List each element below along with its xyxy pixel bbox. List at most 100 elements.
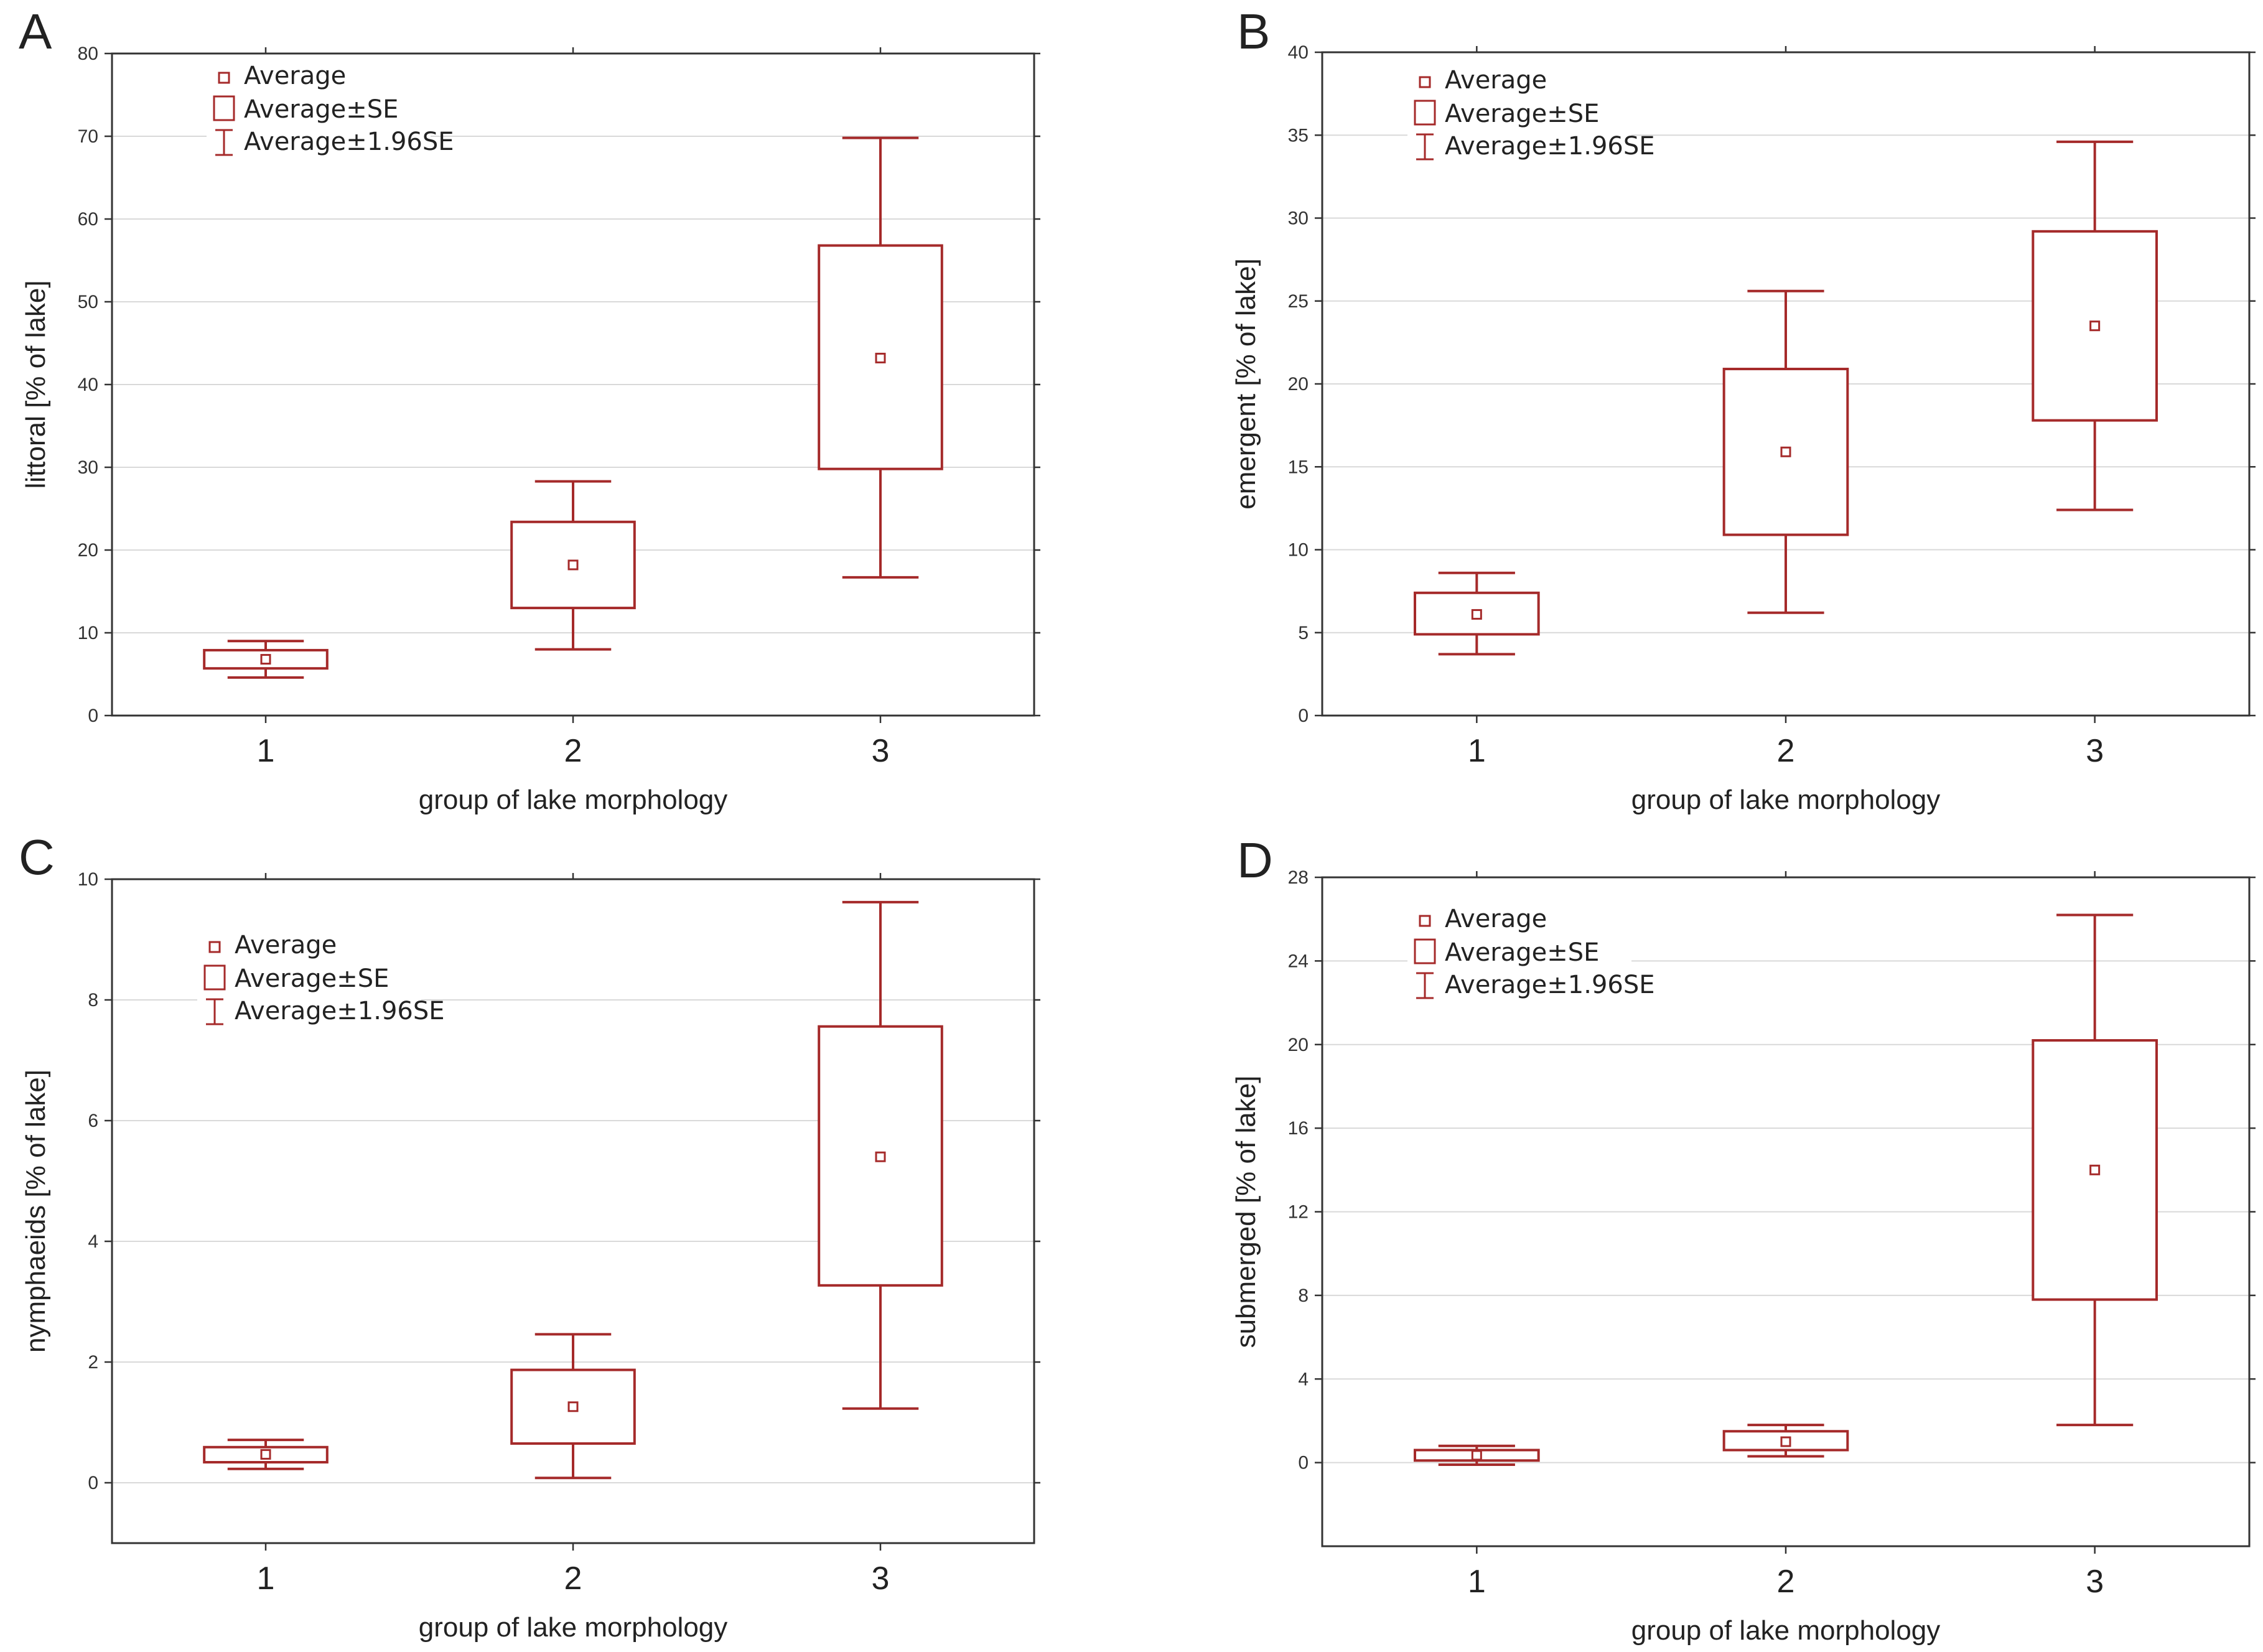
average-point xyxy=(260,1449,271,1460)
legend-se-label: Average±SE xyxy=(244,95,398,124)
y-tick-label: 20 xyxy=(78,540,98,561)
y-axis-title: submerged [% of lake] xyxy=(1231,1076,1261,1348)
y-tick-label: 60 xyxy=(78,209,98,230)
y-tick-label: 25 xyxy=(1288,291,1309,312)
x-tick-label: 2 xyxy=(1777,1564,1795,1600)
x-tick-label: 3 xyxy=(2086,1564,2104,1600)
legend-average-icon xyxy=(1419,76,1431,88)
legend-average-icon xyxy=(1419,915,1431,927)
y-tick-label: 10 xyxy=(78,623,98,643)
y-axis-title: littoral [% of lake] xyxy=(21,280,51,488)
legend-se-label: Average±SE xyxy=(235,964,389,993)
x-axis-title: group of lake morphology xyxy=(1631,1615,1941,1646)
x-tick-label: 2 xyxy=(564,1561,582,1597)
legend: Average Average±SE Average±1.96SE xyxy=(1407,902,1655,1011)
x-axis-title: group of lake morphology xyxy=(419,1612,728,1643)
average-point xyxy=(260,654,271,665)
legend-background xyxy=(207,59,431,168)
average-point xyxy=(2089,320,2101,332)
y-axis-title: nymphaeids [% of lake] xyxy=(21,1070,51,1353)
y-tick-label: 6 xyxy=(88,1111,98,1131)
average-point xyxy=(875,1151,886,1162)
y-tick-label: 0 xyxy=(88,1473,98,1493)
legend-average-icon xyxy=(208,941,221,953)
legend-background xyxy=(197,928,421,1037)
se-box xyxy=(510,520,636,610)
se-box xyxy=(1722,1430,1849,1452)
chart-panel-a: A 0 10 20 30 40 50 60 70 80 1 2 3 group of lake morph… xyxy=(19,4,1040,815)
legend-ci-label: Average±1.96SE xyxy=(244,128,454,156)
se-box xyxy=(2032,230,2158,422)
legend-average-label: Average xyxy=(1445,66,1547,95)
y-tick-label: 28 xyxy=(1288,867,1309,888)
x-tick-label: 1 xyxy=(1468,1564,1486,1600)
y-axis-title: emergent [% of lake] xyxy=(1231,258,1261,510)
x-tick-label: 1 xyxy=(257,733,275,769)
legend-average-label: Average xyxy=(1445,905,1547,933)
panel-letter: D xyxy=(1237,833,1273,888)
legend-background xyxy=(1407,63,1631,172)
x-tick-label: 2 xyxy=(1777,733,1795,769)
panel-letter: B xyxy=(1237,4,1270,59)
average-point xyxy=(1471,1450,1482,1461)
se-box xyxy=(510,1368,636,1445)
legend: Average Average±SE Average±1.96SE xyxy=(197,928,445,1037)
y-tick-label: 30 xyxy=(78,457,98,478)
se-box xyxy=(1414,591,1540,636)
se-box xyxy=(203,648,329,670)
x-tick-label: 3 xyxy=(872,733,890,769)
y-tick-label: 4 xyxy=(1298,1369,1309,1389)
y-tick-label: 10 xyxy=(78,869,98,890)
y-tick-label: 20 xyxy=(1288,374,1309,394)
se-box xyxy=(818,244,943,470)
legend: Average Average±SE Average±1.96SE xyxy=(1407,63,1655,172)
y-tick-label: 24 xyxy=(1288,951,1309,971)
y-tick-label: 16 xyxy=(1288,1118,1309,1139)
x-axis-title: group of lake morphology xyxy=(419,785,728,815)
average-point xyxy=(567,1401,579,1412)
legend-ci-label: Average±1.96SE xyxy=(1445,132,1655,161)
legend-background xyxy=(1407,902,1631,1011)
y-tick-label: 2 xyxy=(88,1352,98,1373)
legend-se-icon xyxy=(1414,100,1436,126)
legend-se-label: Average±SE xyxy=(1445,938,1599,967)
y-tick-label: 5 xyxy=(1298,623,1309,643)
average-point xyxy=(1780,1436,1791,1447)
legend-se-icon xyxy=(213,95,235,121)
legend-average-label: Average xyxy=(244,62,346,90)
y-tick-label: 40 xyxy=(1288,42,1309,63)
x-tick-label: 3 xyxy=(872,1561,890,1597)
legend-ci-label: Average±1.96SE xyxy=(235,997,445,1025)
average-point xyxy=(1471,609,1482,620)
y-tick-label: 10 xyxy=(1288,540,1309,561)
y-tick-label: 70 xyxy=(78,126,98,147)
y-tick-label: 40 xyxy=(78,375,98,395)
legend-average-icon xyxy=(218,72,230,84)
legend-ci-label: Average±1.96SE xyxy=(1445,971,1655,999)
legend-average-label: Average xyxy=(235,931,337,959)
se-box xyxy=(1722,368,1849,536)
y-tick-label: 15 xyxy=(1288,457,1309,477)
y-tick-label: 50 xyxy=(78,292,98,312)
x-tick-label: 3 xyxy=(2086,733,2104,769)
y-tick-label: 30 xyxy=(1288,208,1309,229)
y-tick-label: 0 xyxy=(1298,706,1309,726)
x-tick-label: 1 xyxy=(1468,733,1486,769)
average-point xyxy=(875,352,886,363)
y-tick-label: 8 xyxy=(1298,1286,1309,1306)
panel-letter: C xyxy=(19,829,55,885)
average-point xyxy=(2089,1164,2101,1175)
legend-se-icon xyxy=(203,964,226,991)
x-tick-label: 1 xyxy=(257,1561,275,1597)
y-tick-label: 0 xyxy=(88,706,98,726)
panel-letter: A xyxy=(19,4,52,59)
y-tick-label: 35 xyxy=(1288,125,1309,146)
average-point xyxy=(567,559,579,571)
y-tick-label: 0 xyxy=(1298,1453,1309,1473)
legend-se-label: Average±SE xyxy=(1445,100,1599,128)
x-axis-title: group of lake morphology xyxy=(1631,785,1941,815)
legend: Average Average±SE Average±1.96SE xyxy=(207,59,454,168)
y-tick-label: 4 xyxy=(88,1231,98,1252)
